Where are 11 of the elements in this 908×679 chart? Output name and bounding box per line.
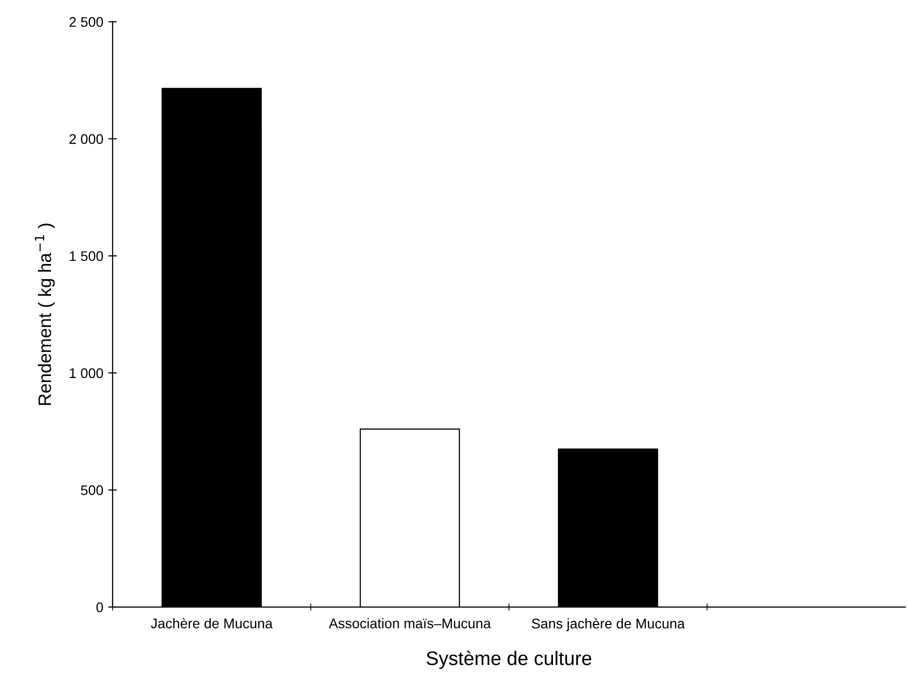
x-tick-label: Jachère de Mucuna [150, 618, 273, 628]
y-axis-title: Rendement ( kg ha$^{−1}$ ) [34, 224, 55, 405]
y-tick-label: 2 000 [70, 134, 104, 144]
x-tick-label: Association maïs–Mucuna [328, 618, 491, 628]
y-tick-label: 2 500 [70, 17, 104, 27]
x-tick-label: Sans jachère de Mucuna [532, 618, 685, 632]
y-tick-label: 500 [80, 485, 104, 496]
x-axis-title: Système de culture [426, 650, 592, 670]
y-tick-label: 1 500 [70, 251, 104, 262]
y-tick-label: 1 000 [70, 368, 104, 378]
y-tick-label: 0 [96, 602, 104, 612]
